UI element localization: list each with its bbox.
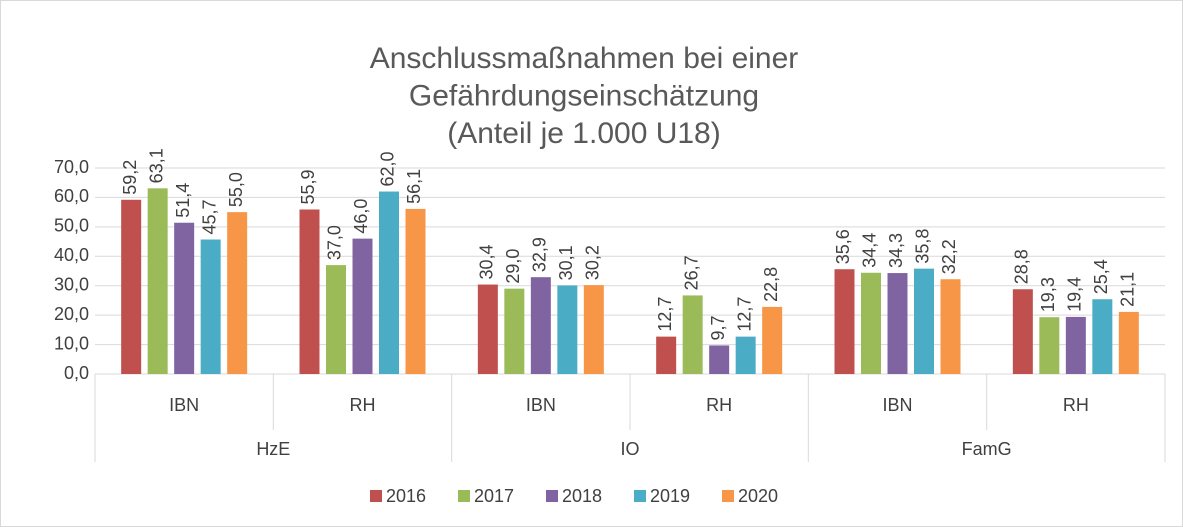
bar [861,272,881,374]
value-label: 9,7 [708,315,728,340]
bar [530,277,551,374]
value-label: 51,4 [173,183,193,218]
legend-swatch [370,490,382,502]
bar [326,265,346,374]
value-label: 25,4 [1091,259,1111,294]
value-label: 35,6 [833,229,853,264]
bar [762,306,783,374]
y-tick-label: 40,0 [54,245,89,265]
bar [405,208,426,374]
value-label: 22,8 [761,267,781,302]
x-group-label: IO [620,439,639,459]
chart-title: (Anteil je 1.000 U18) [447,117,721,150]
bar [477,284,498,374]
value-label: 19,4 [1065,277,1085,312]
x-tick-label: RH [706,395,732,415]
value-label: 29,0 [503,249,523,284]
value-label: 34,3 [886,233,906,268]
bar [227,212,248,374]
value-label: 32,9 [530,237,550,272]
value-label: 21,1 [1118,272,1138,307]
bar [709,345,730,374]
bar [1039,317,1060,374]
value-label: 45,7 [199,199,219,234]
value-label: 56,1 [404,169,424,204]
y-tick-label: 10,0 [54,333,89,353]
x-group-label: FamG [962,439,1012,459]
bar [583,285,604,374]
value-label: 30,4 [477,244,497,279]
x-tick-label: IBN [526,395,556,415]
legend-swatch [722,490,734,502]
value-label: 55,0 [226,172,246,207]
bar [1065,316,1086,374]
x-tick-label: IBN [882,395,912,415]
y-tick-label: 0,0 [64,363,89,383]
bar [1092,299,1113,374]
value-label: 62,0 [378,151,398,186]
bar [887,273,908,374]
bar [656,336,677,374]
x-tick-label: RH [350,395,376,415]
bar [200,239,221,374]
y-tick-label: 20,0 [54,304,89,324]
legend-swatch [458,490,470,502]
x-tick-label: IBN [169,395,199,415]
value-label: 35,8 [913,229,933,264]
y-tick-label: 50,0 [54,216,89,236]
x-tick-label: RH [1063,395,1089,415]
value-label: 37,0 [325,225,345,260]
bar [1118,311,1139,374]
y-tick-label: 70,0 [54,157,89,177]
bar [379,191,399,374]
legend-label: 2016 [386,486,426,506]
bar [914,268,934,374]
y-tick-label: 60,0 [54,186,89,206]
value-label: 28,8 [1012,249,1032,284]
value-label: 32,2 [939,239,959,274]
legend-label: 2019 [650,486,690,506]
chart-title: Anschlussmaßnahmen bei einer [370,42,799,75]
bar [147,188,168,374]
value-label: 30,1 [556,245,576,280]
legend-label: 2017 [474,486,514,506]
bar [557,285,578,374]
value-label: 59,2 [120,160,140,195]
legend-swatch [634,490,646,502]
bar [121,199,142,374]
value-label: 63,1 [146,148,166,183]
bar [352,238,373,374]
x-group-label: HzE [256,439,290,459]
bar [735,336,756,374]
bar [174,222,195,374]
value-label: 30,2 [583,245,603,280]
bar [940,279,961,374]
bar [299,209,320,374]
value-label: 12,7 [734,297,754,332]
value-label: 12,7 [655,297,675,332]
chart-title: Gefährdungseinschätzung [409,79,759,112]
value-label: 26,7 [681,255,701,290]
value-label: 55,9 [298,169,318,204]
legend-label: 2020 [738,486,778,506]
legend-swatch [546,490,558,502]
bar [504,288,525,374]
bar [834,269,855,374]
legend-label: 2018 [562,486,602,506]
value-label: 46,0 [351,199,371,234]
value-label: 34,4 [860,233,880,268]
bar [682,295,703,374]
value-label: 19,3 [1038,277,1058,312]
y-tick-label: 30,0 [54,274,89,294]
bar [1012,289,1033,374]
